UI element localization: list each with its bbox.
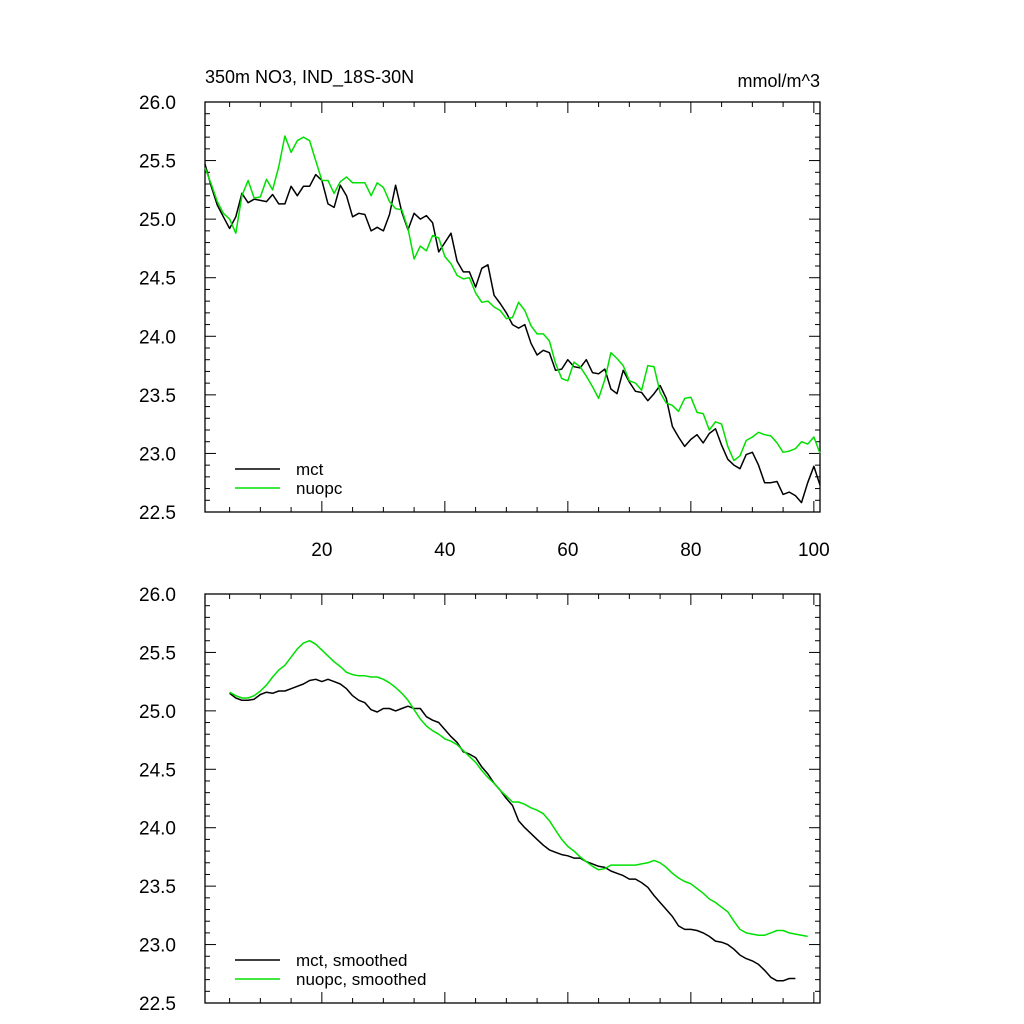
legend-label: mct (296, 460, 324, 479)
plot-frame (204, 593, 821, 1004)
legend-label: mct, smoothed (296, 951, 408, 970)
y-tick-label: 23.5 (139, 386, 176, 407)
chart-title: 350m NO3, IND_18S-30N (205, 67, 414, 88)
x-tick-label: 40 (434, 540, 455, 561)
y-tick-label: 24.0 (139, 327, 176, 348)
y-tick-label: 23.0 (139, 444, 176, 465)
series-line-nuopc-smoothed (229, 639, 808, 938)
y-tick-label: 24.0 (139, 819, 176, 840)
x-tick-label: 60 (557, 540, 578, 561)
series-line-mct (204, 163, 821, 504)
legend-label: nuopc (296, 479, 343, 498)
y-tick-label: 22.5 (139, 503, 176, 524)
x-tick-label: 20 (311, 540, 332, 561)
y-tick-label: 25.0 (139, 702, 176, 723)
series-line-nuopc (204, 135, 821, 462)
y-tick-label: 26.0 (139, 93, 176, 114)
y-tick-label: 26.0 (139, 585, 176, 606)
units-label: mmol/m^3 (738, 71, 820, 91)
plot-frame (204, 101, 821, 513)
panel-2: 22.5 23.0 23.5 24.0 24.5 25.0 25.5 26.0 mct, smo… (139, 585, 821, 1015)
y-tick-label: 24.5 (139, 760, 176, 781)
x-tick-label: 80 (680, 540, 701, 561)
legend-label: nuopc, smoothed (296, 970, 426, 989)
y-tick-label: 25.5 (139, 152, 176, 173)
panel-1: 20 40 60 80 100 22.5 23.0 23.5 24.0 24.5 25.0 25.5 2… (139, 67, 830, 561)
y-tick-label: 22.5 (139, 994, 176, 1015)
y-tick-label: 25.0 (139, 210, 176, 231)
x-tick-label: 100 (798, 540, 830, 561)
y-tick-label: 23.5 (139, 877, 176, 898)
y-tick-label: 25.5 (139, 643, 176, 664)
series-line-mct-smoothed (229, 678, 796, 982)
y-tick-label: 23.0 (139, 936, 176, 957)
y-tick-label: 24.5 (139, 269, 176, 290)
